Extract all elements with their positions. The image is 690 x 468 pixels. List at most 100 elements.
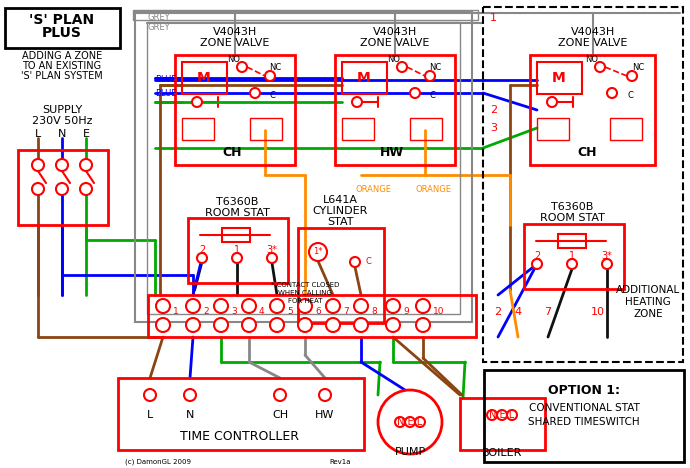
Text: ZONE VALVE: ZONE VALVE [200, 38, 270, 48]
Text: 10: 10 [591, 307, 605, 317]
Text: 'S' PLAN: 'S' PLAN [30, 13, 95, 27]
Text: ROOM STAT: ROOM STAT [204, 208, 269, 218]
Text: 4: 4 [515, 307, 522, 317]
Circle shape [602, 259, 612, 269]
Bar [530, 55, 655, 165]
Bar [182, 118, 214, 140]
Text: HW: HW [315, 410, 335, 420]
Text: ZONE VALVE: ZONE VALVE [360, 38, 430, 48]
Text: L: L [35, 129, 41, 139]
Text: ZONE VALVE: ZONE VALVE [558, 38, 628, 48]
Circle shape [192, 97, 202, 107]
Bar [147, 22, 460, 314]
Text: CH: CH [272, 410, 288, 420]
Text: CONVENTIONAL STAT: CONVENTIONAL STAT [529, 403, 640, 413]
Text: NC: NC [632, 63, 644, 72]
Text: FOR HEAT: FOR HEAT [288, 298, 322, 304]
Bar [483, 7, 683, 362]
Text: 7: 7 [544, 307, 551, 317]
Text: SUPPLY: SUPPLY [42, 105, 82, 115]
Text: NO: NO [586, 54, 598, 64]
Text: C: C [429, 92, 435, 101]
Circle shape [232, 253, 242, 263]
Circle shape [410, 88, 420, 98]
Bar [537, 62, 582, 94]
Text: 1: 1 [234, 245, 240, 255]
Bar [537, 118, 569, 140]
Text: C: C [365, 257, 371, 266]
Circle shape [415, 417, 425, 427]
Text: 3: 3 [231, 307, 237, 316]
Text: NO: NO [228, 54, 241, 64]
Text: (c) DamonGL 2009: (c) DamonGL 2009 [125, 459, 191, 465]
Text: 7: 7 [343, 307, 348, 316]
Text: ORANGE: ORANGE [415, 185, 451, 195]
Circle shape [267, 253, 277, 263]
Circle shape [627, 71, 637, 81]
Bar [335, 55, 455, 165]
Circle shape [354, 299, 368, 313]
Circle shape [184, 389, 196, 401]
Text: 5: 5 [287, 307, 293, 316]
Text: * CONTACT CLOSED: * CONTACT CLOSED [270, 282, 339, 288]
Text: SHARED TIMESWITCH: SHARED TIMESWITCH [528, 417, 640, 427]
Text: ORANGE: ORANGE [355, 185, 391, 195]
Circle shape [144, 389, 156, 401]
Text: HW: HW [380, 146, 404, 159]
Text: N: N [186, 410, 194, 420]
Text: 4: 4 [259, 307, 265, 316]
Text: NC: NC [429, 63, 441, 72]
Text: 2: 2 [490, 105, 497, 115]
Circle shape [270, 299, 284, 313]
Text: V4043H: V4043H [213, 27, 257, 37]
Text: CYLINDER: CYLINDER [313, 206, 368, 216]
Circle shape [214, 318, 228, 332]
Bar [182, 62, 227, 94]
Text: CH: CH [222, 146, 242, 159]
Circle shape [547, 97, 557, 107]
Circle shape [298, 318, 312, 332]
Bar [250, 118, 282, 140]
Bar [5, 8, 120, 48]
Circle shape [242, 299, 256, 313]
Circle shape [156, 299, 170, 313]
Text: OPTION 1:: OPTION 1: [548, 383, 620, 396]
Text: CH: CH [578, 146, 597, 159]
Circle shape [80, 159, 92, 171]
Text: TIME CONTROLLER: TIME CONTROLLER [181, 431, 299, 444]
Circle shape [607, 88, 617, 98]
Text: L641A: L641A [322, 195, 357, 205]
Text: 10: 10 [433, 307, 444, 316]
Circle shape [242, 318, 256, 332]
Circle shape [386, 299, 400, 313]
Text: BOILER: BOILER [482, 448, 522, 458]
Text: PLUS: PLUS [42, 26, 82, 40]
Text: GREY: GREY [148, 22, 170, 31]
Bar [148, 295, 476, 337]
Text: 1*: 1* [313, 248, 323, 256]
Text: 'S' PLAN SYSTEM: 'S' PLAN SYSTEM [21, 71, 103, 81]
Circle shape [378, 390, 442, 454]
Text: GREY: GREY [148, 13, 170, 22]
Text: 2: 2 [203, 307, 208, 316]
Bar [18, 150, 108, 225]
Circle shape [32, 183, 44, 195]
Bar [484, 370, 684, 462]
Circle shape [197, 253, 207, 263]
Bar [342, 62, 387, 94]
Text: 9: 9 [403, 307, 408, 316]
Text: 8: 8 [371, 307, 377, 316]
Text: C: C [627, 92, 633, 101]
Text: BLUE: BLUE [155, 75, 177, 85]
Bar [342, 118, 374, 140]
Circle shape [56, 159, 68, 171]
Bar [118, 378, 364, 450]
Circle shape [250, 88, 260, 98]
Bar [188, 218, 288, 283]
Text: NO: NO [388, 54, 400, 64]
Circle shape [186, 318, 200, 332]
Text: 1: 1 [173, 307, 179, 316]
Circle shape [156, 318, 170, 332]
Circle shape [532, 259, 542, 269]
Text: ADDING A ZONE: ADDING A ZONE [22, 51, 102, 61]
